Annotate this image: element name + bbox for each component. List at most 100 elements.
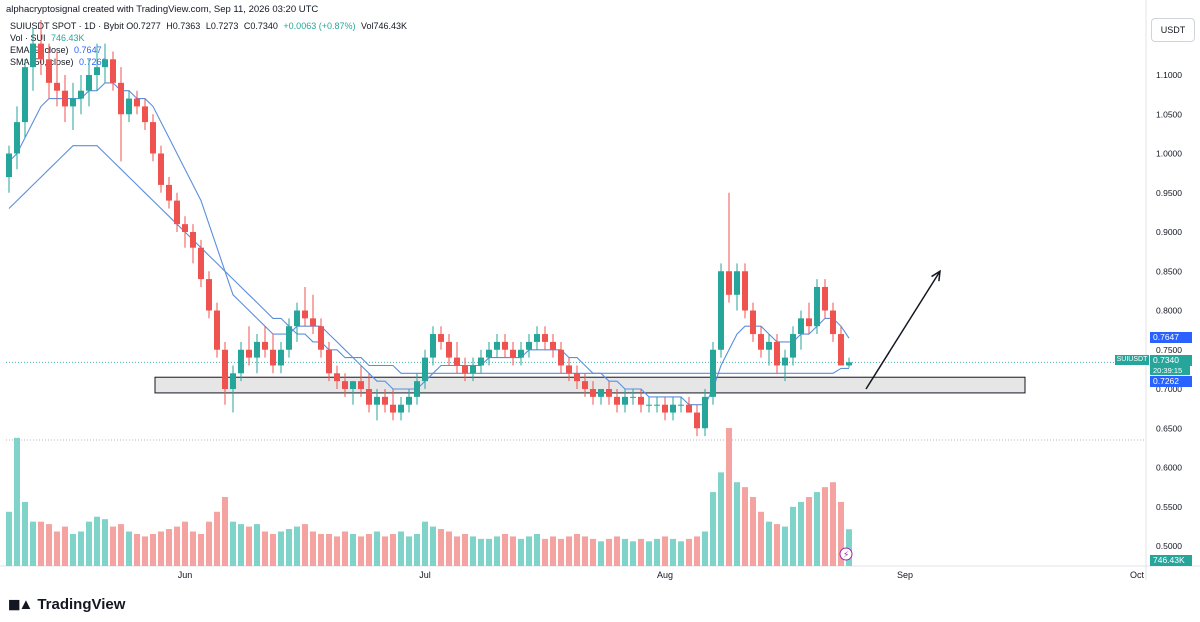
legend-sma-label: SMA (50, close): [10, 57, 74, 67]
volume-bar: [486, 538, 492, 566]
legend-high: H0.7363: [166, 21, 201, 31]
tradingview-logo[interactable]: ◼▲ TradingView: [8, 595, 125, 614]
symbol-price-tag: SUIUSDT: [1115, 355, 1149, 365]
candle-body: [254, 341, 260, 358]
legend-vol: Vol746.43K: [361, 21, 408, 31]
volume-bar: [574, 533, 580, 566]
tradingview-icon: ◼▲: [8, 596, 33, 613]
volume-bar: [166, 529, 172, 566]
volume-bar: [670, 538, 676, 566]
volume-bar: [510, 536, 516, 566]
candle-body: [206, 279, 212, 311]
volume-price-label: 746.43K: [1150, 555, 1192, 566]
volume-bar: [22, 501, 28, 566]
volume-bar: [582, 536, 588, 566]
volume-bar: [438, 529, 444, 566]
candle-body: [38, 43, 44, 60]
volume-bar: [798, 501, 804, 566]
volume-bar: [118, 524, 124, 566]
candle-body: [94, 67, 100, 75]
candle-body: [518, 349, 524, 358]
volume-bar: [302, 524, 308, 566]
y-tick-label: 0.7500: [1156, 345, 1182, 355]
volume-bar: [150, 533, 156, 566]
volume-bar: [62, 526, 68, 566]
volume-bar: [606, 538, 612, 566]
volume-bar: [566, 536, 572, 566]
candle-body: [86, 75, 92, 91]
volume-bar: [326, 533, 332, 566]
candle-body: [542, 334, 548, 342]
volume-bar: [814, 492, 820, 566]
candle-body: [350, 381, 356, 389]
volume-bar: [278, 531, 284, 566]
candle-body: [790, 334, 796, 358]
trend-arrow-head: [931, 269, 941, 282]
candle-body: [382, 396, 388, 405]
volume-bar: [262, 531, 268, 566]
candle-body: [582, 381, 588, 389]
volume-bar: [742, 487, 748, 566]
volume-bar: [110, 526, 116, 566]
volume-bar: [318, 533, 324, 566]
y-tick-label: 1.0500: [1156, 109, 1182, 119]
volume-bar: [654, 538, 660, 566]
legend-open: O0.7277: [126, 21, 161, 31]
legend-sma-line[interactable]: SMA (50, close) 0.7262: [10, 56, 410, 68]
candle-body: [230, 373, 236, 389]
y-tick-label: 1.0000: [1156, 149, 1182, 159]
volume-bar: [470, 536, 476, 566]
candle-body: [302, 310, 308, 319]
candle-body: [470, 365, 476, 374]
last-price-label: 0.7340: [1150, 355, 1192, 366]
volume-bar: [822, 487, 828, 566]
volume-bar: [502, 533, 508, 566]
volume-bar: [614, 536, 620, 566]
volume-bar: [30, 521, 36, 566]
candle-body: [166, 184, 172, 201]
candle-body: [318, 326, 324, 350]
volume-bar: [718, 472, 724, 566]
candle-body: [214, 310, 220, 350]
volume-bar: [270, 533, 276, 566]
volume-bar: [774, 524, 780, 566]
currency-button[interactable]: USDT: [1151, 18, 1195, 42]
volume-bar: [662, 536, 668, 566]
candle-body: [126, 98, 132, 115]
volume-bar: [254, 524, 260, 566]
candle-body: [6, 153, 12, 178]
legend-volume-value: 746.43K: [51, 33, 85, 43]
candle-body: [726, 271, 732, 295]
candle-body: [342, 381, 348, 389]
volume-bar: [790, 506, 796, 566]
candle-body: [462, 365, 468, 374]
legend-change: +0.0063 (+0.87%): [283, 21, 356, 31]
volume-bar: [478, 538, 484, 566]
volume-bar: [286, 529, 292, 566]
y-tick-label: 1.1000: [1156, 70, 1182, 80]
y-tick-label: 0.5000: [1156, 541, 1182, 551]
ema-9-line: [8, 82, 850, 406]
volume-bar: [766, 521, 772, 566]
legend-volume-line[interactable]: Vol · SUI 746.43K: [10, 32, 410, 44]
volume-bar: [558, 538, 564, 566]
candle-body: [630, 396, 636, 398]
volume-bar: [550, 536, 556, 566]
candle-body: [46, 59, 52, 83]
candle-body: [182, 224, 188, 232]
volume-bar: [46, 524, 52, 566]
lightning-icon[interactable]: [839, 547, 853, 561]
volume-bar: [782, 526, 788, 566]
y-tick-label: 0.7000: [1156, 384, 1182, 394]
x-tick-label: Sep: [897, 570, 913, 580]
candle-body: [238, 349, 244, 374]
volume-bar: [246, 526, 252, 566]
volume-bar: [222, 497, 228, 566]
volume-bar: [54, 531, 60, 566]
candle-body: [502, 341, 508, 350]
volume-bar: [134, 533, 140, 566]
volume-bar: [694, 536, 700, 566]
volume-bar: [158, 531, 164, 566]
sma-50-line: [8, 145, 849, 374]
